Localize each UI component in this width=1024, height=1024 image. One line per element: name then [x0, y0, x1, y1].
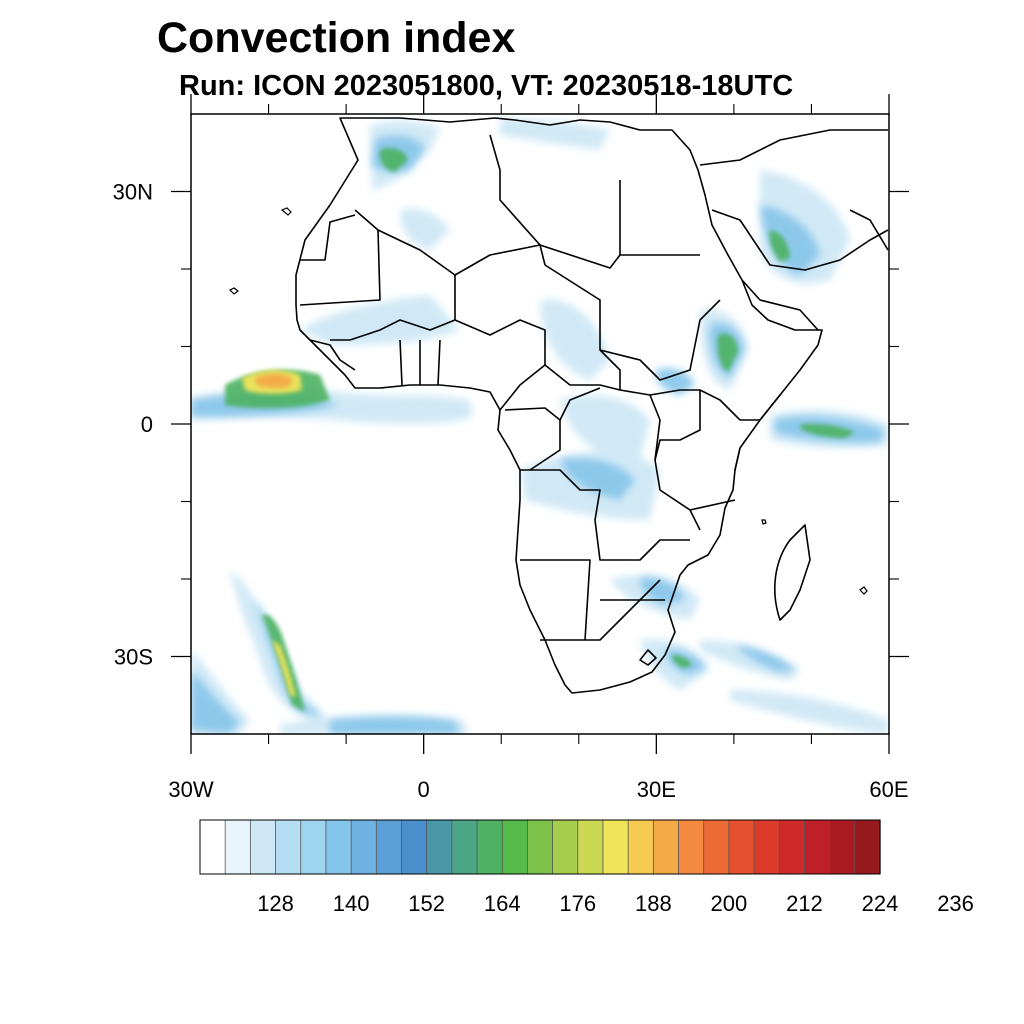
colorbar-swatch: [854, 819, 881, 875]
colorbar-swatch: [224, 819, 252, 875]
colorbar-swatch: [300, 819, 327, 875]
colorbar-swatch: [703, 819, 730, 875]
colorbar-swatch: [753, 819, 780, 875]
page-title: Convection index: [157, 14, 516, 62]
page-subtitle: Run: ICON 2023051800, VT: 20230518-18UTC: [179, 70, 794, 102]
colorbar-label: 128: [257, 891, 294, 916]
colorbar-label: 212: [786, 891, 823, 916]
colorbar-label: 224: [862, 891, 899, 916]
colorbar-swatch: [275, 819, 302, 875]
colorbar-swatch: [552, 819, 579, 875]
colorbar-swatch: [325, 819, 352, 875]
lat-tick-label: 30N: [113, 180, 153, 205]
colorbar-swatch: [451, 819, 478, 875]
colorbar-swatch: [350, 819, 377, 875]
map-axes: 30N 0 30S 30W 0 30E 60E: [113, 94, 909, 802]
country-borders: [295, 117, 889, 694]
colorbar-label: 236: [937, 891, 974, 916]
colorbar-swatch: [829, 819, 856, 875]
colorbar-swatch: [778, 819, 806, 875]
colorbar-label: 188: [635, 891, 672, 916]
colorbar-label: 176: [559, 891, 596, 916]
lon-tick-label: 0: [418, 777, 430, 802]
lat-tick-label: 0: [141, 412, 153, 437]
lon-tick-label: 30W: [168, 777, 213, 802]
colorbar-swatch: [678, 819, 705, 875]
lon-tick-label: 30E: [637, 777, 676, 802]
colorbar-frame: [199, 819, 881, 875]
colorbar-label: 152: [408, 891, 445, 916]
colorbar-swatch: [728, 819, 755, 875]
convection-field: [191, 118, 888, 734]
colorbar-label: 164: [484, 891, 521, 916]
islands: [228, 207, 868, 595]
lat-tick-label: 30S: [114, 645, 153, 670]
colorbar-swatch: [602, 819, 629, 875]
colorbar-swatch: [527, 819, 554, 875]
colorbar-swatch: [577, 819, 604, 875]
colorbar-label: 200: [711, 891, 748, 916]
colorbar-swatch: [627, 819, 655, 875]
colorbar-swatch: [501, 819, 529, 875]
colorbar-swatch: [652, 819, 680, 875]
colorbar: 128 140 152 164 176 188 200 212 224 236: [199, 819, 974, 916]
colorbar-swatch: [426, 819, 453, 875]
colorbar-swatch: [476, 819, 503, 875]
colorbar-swatch: [249, 819, 277, 875]
colorbar-label: 140: [333, 891, 370, 916]
colorbar-swatch: [804, 819, 831, 875]
colorbar-swatch: [199, 819, 226, 875]
colorbar-swatch: [401, 819, 428, 875]
lon-tick-label: 60E: [869, 777, 908, 802]
colorbar-swatch: [375, 819, 403, 875]
